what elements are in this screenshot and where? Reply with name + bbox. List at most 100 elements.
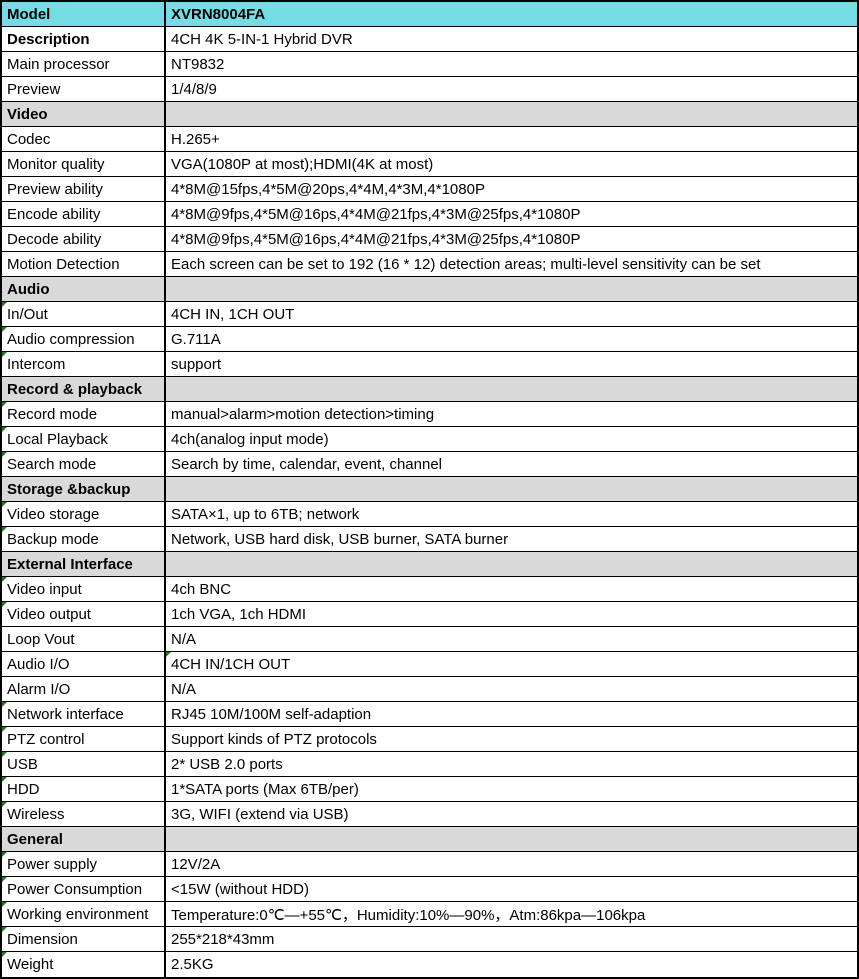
spec-value: SATA×1, up to 6TB; network [171,505,360,523]
label-cell[interactable]: Intercom [2,352,166,376]
value-cell[interactable]: 4ch(analog input mode) [166,427,857,451]
spec-value: Support kinds of PTZ protocols [171,730,377,748]
value-cell[interactable]: 4CH IN/1CH OUT [166,652,857,676]
value-cell[interactable]: RJ45 10M/100M self-adaption [166,702,857,726]
label-cell[interactable]: Audio [2,277,166,301]
value-cell[interactable]: 1*SATA ports (Max 6TB/per) [166,777,857,801]
label-cell[interactable]: Audio I/O [2,652,166,676]
label-cell[interactable]: Decode ability [2,227,166,251]
value-cell[interactable]: Support kinds of PTZ protocols [166,727,857,751]
value-cell[interactable]: Each screen can be set to 192 (16 * 12) … [166,252,857,276]
label-cell[interactable]: USB [2,752,166,776]
label-cell[interactable]: Storage &backup [2,477,166,501]
error-marker-icon [2,702,7,707]
label-cell[interactable]: Codec [2,127,166,151]
value-cell[interactable]: 4CH IN, 1CH OUT [166,302,857,326]
value-cell[interactable]: manual>alarm>motion detection>timing [166,402,857,426]
label-cell[interactable]: Video input [2,577,166,601]
value-cell[interactable]: 255*218*43mm [166,927,857,951]
value-cell[interactable]: Search by time, calendar, event, channel [166,452,857,476]
spec-value: RJ45 10M/100M self-adaption [171,705,372,723]
label-cell[interactable]: PTZ control [2,727,166,751]
value-cell[interactable]: 1ch VGA, 1ch HDMI [166,602,857,626]
error-marker-icon [2,752,7,757]
section-row: Video [2,102,857,127]
spec-value: 4ch(analog input mode) [171,430,329,448]
value-cell[interactable] [166,277,857,301]
value-cell[interactable]: 4CH 4K 5-IN-1 Hybrid DVR [166,27,857,51]
label-cell[interactable]: Dimension [2,927,166,951]
value-cell[interactable]: 1/4/8/9 [166,77,857,101]
value-cell[interactable]: 2.5KG [166,952,857,977]
label-cell[interactable]: Power supply [2,852,166,876]
label-cell[interactable]: Power Consumption [2,877,166,901]
table-row: Local Playback 4ch(analog input mode) [2,427,857,452]
value-cell[interactable]: VGA(1080P at most);HDMI(4K at most) [166,152,857,176]
label-cell[interactable]: Record mode [2,402,166,426]
value-cell[interactable]: NT9832 [166,52,857,76]
table-row: Monitor quality VGA(1080P at most);HDMI(4… [2,152,857,177]
label-cell[interactable]: In/Out [2,302,166,326]
label-cell[interactable]: Video storage [2,502,166,526]
label-cell[interactable]: HDD [2,777,166,801]
label-cell[interactable]: External Interface [2,552,166,576]
value-cell[interactable]: 4*8M@9fps,4*5M@16ps,4*4M@21fps,4*3M@25fp… [166,227,857,251]
value-cell[interactable] [166,552,857,576]
label-cell[interactable]: Monitor quality [2,152,166,176]
value-cell[interactable]: Network, USB hard disk, USB burner, SATA… [166,527,857,551]
spec-value: 1ch VGA, 1ch HDMI [171,605,307,623]
error-marker-icon [2,602,7,607]
value-cell[interactable] [166,477,857,501]
value-cell[interactable]: 4*8M@9fps,4*5M@16ps,4*4M@21fps,4*3M@25fp… [166,202,857,226]
value-cell[interactable]: 4*8M@15fps,4*5M@20ps,4*4M,4*3M,4*1080P [166,177,857,201]
error-marker-icon [2,402,7,407]
table-row: Weight 2.5KG [2,952,857,977]
value-cell[interactable]: 2* USB 2.0 ports [166,752,857,776]
error-marker-icon [2,327,7,332]
label-cell[interactable]: Motion Detection [2,252,166,276]
label-cell[interactable]: Video output [2,602,166,626]
value-cell[interactable]: N/A [166,677,857,701]
label-cell[interactable]: Weight [2,952,166,977]
label-cell[interactable]: Alarm I/O [2,677,166,701]
value-cell[interactable] [166,102,857,126]
value-cell[interactable]: XVRN8004FA [166,2,857,26]
spec-label: In/Out [7,305,48,323]
label-cell[interactable]: Video [2,102,166,126]
label-cell[interactable]: Local Playback [2,427,166,451]
value-cell[interactable]: G.711A [166,327,857,351]
label-cell[interactable]: Preview ability [2,177,166,201]
label-cell[interactable]: Main processor [2,52,166,76]
label-cell[interactable]: Model [2,2,166,26]
table-row: Video storage SATA×1, up to 6TB; network [2,502,857,527]
value-cell[interactable]: 12V/2A [166,852,857,876]
label-cell[interactable]: Preview [2,77,166,101]
label-cell[interactable]: Backup mode [2,527,166,551]
label-cell[interactable]: Description [2,27,166,51]
table-row: USB 2* USB 2.0 ports [2,752,857,777]
value-cell[interactable]: support [166,352,857,376]
value-cell[interactable]: N/A [166,627,857,651]
label-cell[interactable]: Working environment [2,902,166,926]
section-row: External Interface [2,552,857,577]
value-cell[interactable]: <15W (without HDD) [166,877,857,901]
label-cell[interactable]: Encode ability [2,202,166,226]
label-cell[interactable]: Search mode [2,452,166,476]
value-cell[interactable]: SATA×1, up to 6TB; network [166,502,857,526]
label-cell[interactable]: Audio compression [2,327,166,351]
value-cell[interactable]: 4ch BNC [166,577,857,601]
label-cell[interactable]: Network interface [2,702,166,726]
label-cell[interactable]: Wireless [2,802,166,826]
value-cell[interactable] [166,827,857,851]
value-cell[interactable] [166,377,857,401]
spec-value: Network, USB hard disk, USB burner, SATA… [171,530,509,548]
spec-label: Video storage [7,505,100,523]
table-row: Audio compression G.711A [2,327,857,352]
value-cell[interactable]: Temperature:0℃—+55℃，Humidity:10%—90%，Atm… [166,902,857,926]
value-cell[interactable]: H.265+ [166,127,857,151]
label-cell[interactable]: General [2,827,166,851]
spec-label: Audio compression [7,330,135,348]
label-cell[interactable]: Record & playback [2,377,166,401]
value-cell[interactable]: 3G, WIFI (extend via USB) [166,802,857,826]
label-cell[interactable]: Loop Vout [2,627,166,651]
